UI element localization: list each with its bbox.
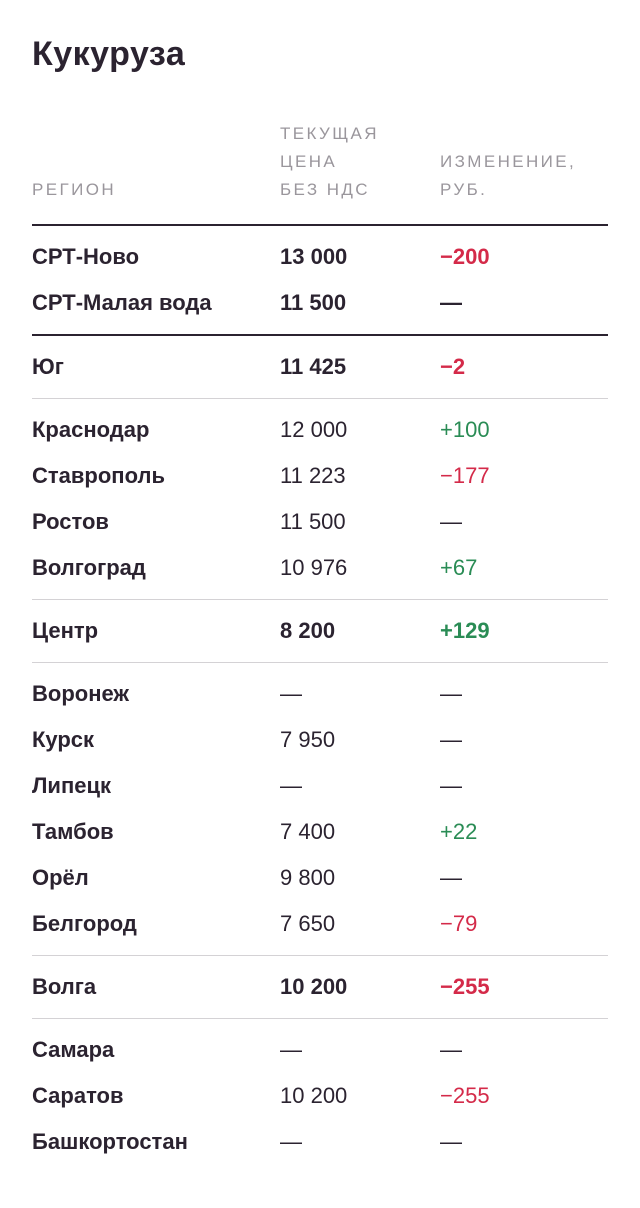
price-cell: 13 000: [280, 244, 348, 269]
region-group: Краснодар 12 000 +100 Ставрополь 11 223 −177 Р…: [32, 399, 608, 600]
table-row: Юг 11 425 −2: [32, 344, 608, 390]
region-cell: СРТ-Малая вода: [32, 290, 212, 315]
table-row: Волгоград 10 976 +67: [32, 545, 608, 591]
table-row: Ростов 11 500 —: [32, 499, 608, 545]
table-row: Ставрополь 11 223 −177: [32, 453, 608, 499]
region-group: Юг 11 425 −2: [32, 336, 608, 399]
change-cell: +67: [440, 555, 478, 580]
region-cell: Ставрополь: [32, 463, 165, 488]
table-row: Орёл 9 800 —: [32, 855, 608, 901]
change-cell: —: [440, 509, 462, 534]
region-cell: Волгоград: [32, 555, 146, 580]
region-cell: Белгород: [32, 911, 137, 936]
table-body: СРТ-Ново 13 000 −200 СРТ-Малая вода 11 500 — Ю…: [32, 226, 608, 1173]
price-cell: —: [280, 681, 302, 706]
change-cell: −255: [440, 974, 490, 999]
region-cell: Саратов: [32, 1083, 124, 1108]
region-group: Самара — — Саратов 10 200 −255 Башкортостан — —: [32, 1019, 608, 1173]
header-change-line: РУБ.: [440, 180, 488, 199]
table-row: Липецк — —: [32, 763, 608, 809]
table-row: Башкортостан — —: [32, 1119, 608, 1165]
change-cell: −200: [440, 244, 490, 269]
change-cell: +100: [440, 417, 490, 442]
price-cell: 9 800: [280, 865, 336, 890]
region-group: Воронеж — — Курск 7 950 — Липецк — — Тамбов 7 400 +…: [32, 663, 608, 956]
change-cell: —: [440, 681, 462, 706]
region-cell: Самара: [32, 1037, 115, 1062]
price-cell: 12 000: [280, 417, 348, 442]
region-group: Центр 8 200 +129: [32, 600, 608, 663]
price-cell: 10 200: [280, 974, 348, 999]
header-change: ИЗМЕНЕНИЕ, РУБ.: [440, 148, 608, 204]
table-row: Белгород 7 650 −79: [32, 901, 608, 947]
region-cell: Орёл: [32, 865, 89, 890]
change-cell: +22: [440, 819, 478, 844]
table-row: СРТ-Малая вода 11 500 —: [32, 280, 608, 326]
table-row: Воронеж — —: [32, 671, 608, 717]
region-cell: Курск: [32, 727, 95, 752]
price-cell: 11 500: [280, 509, 346, 534]
header-price-line: ЦЕНА: [280, 152, 338, 171]
header-region: РЕГИОН: [32, 180, 117, 199]
region-cell: Волга: [32, 974, 97, 999]
header-price: ТЕКУЩАЯ ЦЕНА БЕЗ НДС: [280, 120, 440, 204]
page-title: Кукуруза: [32, 35, 186, 73]
region-group: СРТ-Ново 13 000 −200 СРТ-Малая вода 11 500 —: [32, 226, 608, 336]
region-cell: Юг: [32, 354, 64, 379]
change-cell: —: [440, 773, 462, 798]
change-cell: —: [440, 865, 462, 890]
region-cell: Краснодар: [32, 417, 150, 442]
change-cell: −79: [440, 911, 478, 936]
table-row: Саратов 10 200 −255: [32, 1073, 608, 1119]
region-cell: Тамбов: [32, 819, 114, 844]
table-row: Самара — —: [32, 1027, 608, 1073]
table-row: СРТ-Ново 13 000 −200: [32, 234, 608, 280]
price-cell: 7 400: [280, 819, 336, 844]
header-price-line: ТЕКУЩАЯ: [280, 124, 379, 143]
region-group: Волга 10 200 −255: [32, 956, 608, 1019]
price-cell: —: [280, 1129, 302, 1154]
change-cell: —: [440, 1129, 462, 1154]
change-cell: —: [440, 1037, 462, 1062]
change-cell: +129: [440, 618, 490, 643]
change-cell: −255: [440, 1083, 490, 1108]
price-cell: 8 200: [280, 618, 336, 643]
price-cell: 11 425: [280, 354, 347, 379]
table-header: РЕГИОН ТЕКУЩАЯ ЦЕНА БЕЗ НДС ИЗМЕНЕНИЕ, Р…: [32, 120, 608, 226]
region-cell: Воронеж: [32, 681, 130, 706]
table-row: Тамбов 7 400 +22: [32, 809, 608, 855]
header-price-line: БЕЗ НДС: [280, 180, 370, 199]
region-cell: Ростов: [32, 509, 109, 534]
table-row: Волга 10 200 −255: [32, 964, 608, 1010]
change-cell: —: [440, 727, 462, 752]
price-cell: —: [280, 1037, 302, 1062]
price-cell: 11 223: [280, 463, 346, 488]
change-cell: −177: [440, 463, 490, 488]
region-cell: Центр: [32, 618, 99, 643]
price-cell: 10 200: [280, 1083, 348, 1108]
change-cell: —: [440, 290, 462, 315]
price-cell: —: [280, 773, 302, 798]
change-cell: −2: [440, 354, 466, 379]
price-cell: 11 500: [280, 290, 347, 315]
table-row: Центр 8 200 +129: [32, 608, 608, 654]
price-cell: 7 950: [280, 727, 336, 752]
price-table-card: Кукуруза РЕГИОН ТЕКУЩАЯ ЦЕНА БЕЗ НДС ИЗМ…: [32, 35, 608, 1173]
table-row: Курск 7 950 —: [32, 717, 608, 763]
region-cell: СРТ-Ново: [32, 244, 140, 269]
price-cell: 7 650: [280, 911, 336, 936]
region-cell: Липецк: [32, 773, 112, 798]
region-cell: Башкортостан: [32, 1129, 188, 1154]
table-row: Краснодар 12 000 +100: [32, 407, 608, 453]
header-change-line: ИЗМЕНЕНИЕ,: [440, 152, 577, 171]
price-cell: 10 976: [280, 555, 348, 580]
